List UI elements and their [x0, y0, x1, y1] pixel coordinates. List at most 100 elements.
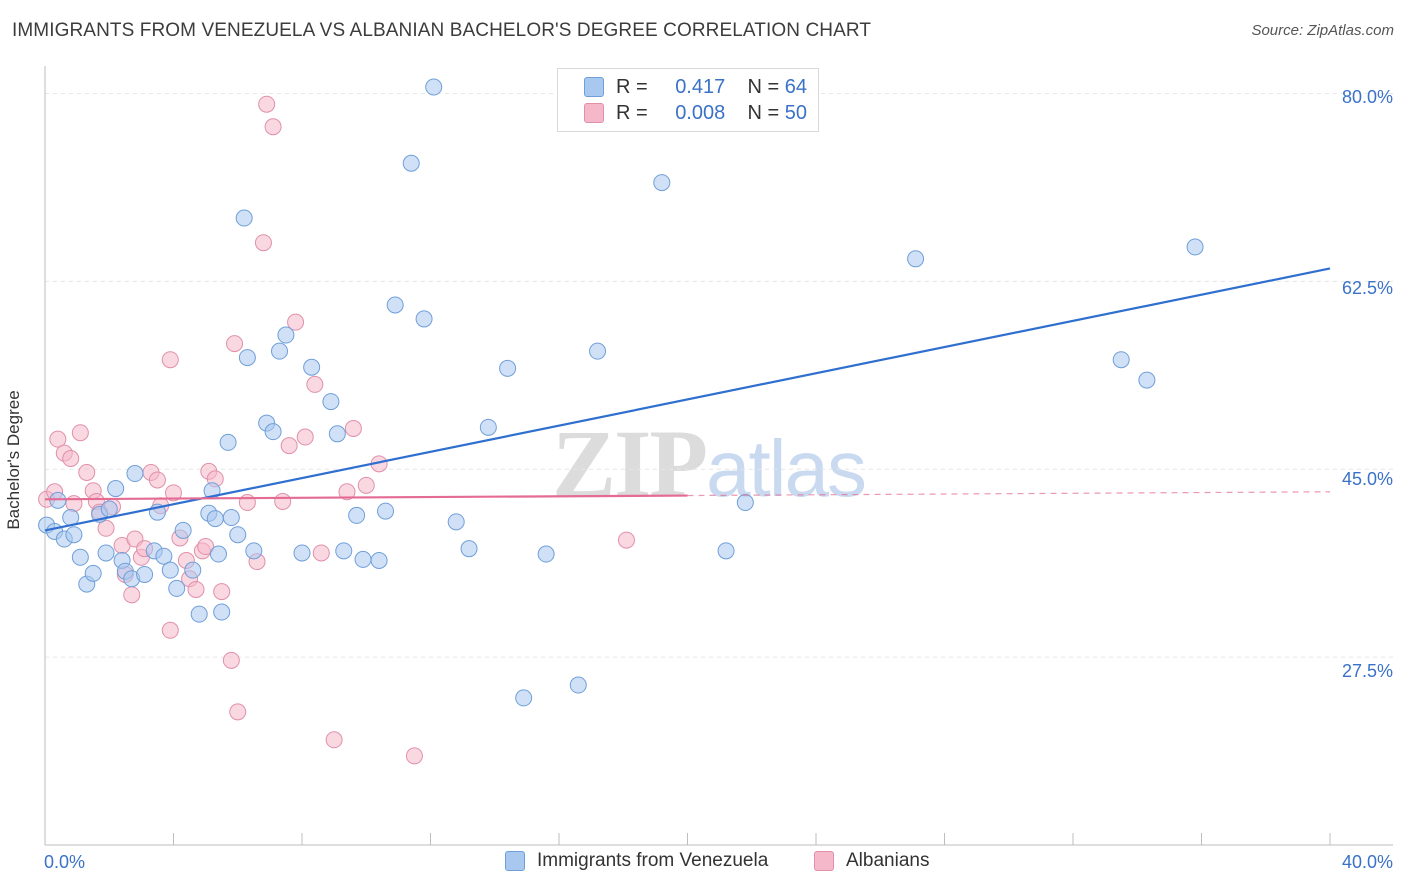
data-point	[226, 335, 244, 353]
x-tick-max: 40.0%	[1341, 852, 1393, 872]
data-point	[245, 542, 263, 560]
r-label: R =	[616, 101, 648, 124]
data-point	[322, 393, 340, 411]
data-point	[65, 526, 83, 544]
data-point	[174, 521, 192, 539]
venezuela-swatch	[584, 77, 604, 97]
data-point	[907, 250, 925, 268]
series-legend: Immigrants from Venezuela Albanians	[0, 850, 1406, 878]
data-point	[1112, 351, 1130, 369]
data-point	[325, 731, 343, 749]
data-point	[206, 510, 224, 528]
watermark-zip: ZIP	[552, 410, 708, 517]
albanians-legend-swatch	[814, 851, 834, 871]
data-point	[258, 95, 276, 113]
albanians-trend-line	[44, 494, 688, 501]
watermark-atlas: atlas	[706, 424, 867, 513]
data-point	[447, 513, 465, 531]
data-point	[71, 548, 89, 566]
data-point	[1138, 371, 1156, 389]
data-point	[62, 450, 80, 467]
y-tick-80: 80.0%	[1341, 87, 1393, 107]
data-point	[209, 545, 227, 563]
y-tick-27-5: 27.5%	[1341, 661, 1393, 681]
legend-item-venezuela[interactable]: Immigrants from Venezuela	[505, 850, 768, 872]
data-point	[219, 433, 237, 451]
data-point	[49, 491, 67, 509]
watermark: ZIPatlas	[552, 408, 867, 519]
data-point	[377, 502, 395, 520]
data-point	[264, 118, 282, 136]
data-point	[155, 547, 173, 565]
r-value: 0.417	[675, 75, 726, 98]
data-point	[348, 506, 366, 524]
legend-item-albanians[interactable]: Albanians	[814, 850, 929, 872]
data-point	[515, 689, 533, 707]
data-point	[386, 296, 404, 314]
source-label: Source: ZipAtlas.com	[1251, 22, 1394, 39]
n-value: 50	[784, 101, 807, 124]
stats-legend-row-albanians: R = 0.008 N = 50	[584, 100, 807, 126]
data-point	[277, 326, 295, 344]
data-point	[222, 651, 240, 669]
data-point	[589, 342, 607, 360]
data-point	[229, 526, 247, 544]
data-point	[405, 747, 423, 765]
data-point	[303, 358, 321, 376]
venezuela-trend-line	[44, 267, 1331, 532]
data-point	[136, 565, 154, 583]
data-point	[415, 310, 433, 328]
data-point	[84, 564, 102, 582]
data-point	[357, 476, 375, 494]
data-point	[213, 603, 231, 621]
chart-title: IMMIGRANTS FROM VENEZUELA VS ALBANIAN BA…	[12, 20, 872, 41]
data-point	[338, 483, 356, 501]
data-point	[65, 495, 83, 513]
data-point	[264, 423, 282, 441]
data-point	[460, 540, 478, 558]
albanians-trend-extension	[687, 491, 1331, 497]
data-point	[287, 313, 305, 331]
data-point	[100, 500, 118, 518]
data-point	[161, 561, 179, 579]
r-value: 0.008	[675, 101, 726, 124]
data-point	[238, 349, 256, 367]
data-point	[617, 531, 635, 549]
data-point	[736, 494, 754, 512]
n-label: N =	[747, 75, 780, 98]
data-point	[78, 463, 96, 481]
albanians-swatch	[584, 103, 604, 123]
data-point	[335, 542, 353, 560]
data-point	[229, 703, 247, 721]
data-point	[123, 586, 141, 604]
data-point	[653, 174, 671, 192]
data-point	[254, 234, 272, 252]
data-point	[1186, 238, 1204, 256]
data-point	[197, 538, 215, 556]
data-point	[71, 424, 89, 442]
data-point	[370, 551, 388, 569]
y-tick-62-5: 62.5%	[1341, 278, 1393, 298]
data-point	[499, 359, 517, 377]
stats-legend: R = 0.417 N = 64 R = 0.008 N = 50	[557, 68, 819, 132]
data-point	[280, 437, 298, 455]
n-value: 64	[784, 75, 807, 98]
legend-label: Immigrants from Venezuela	[537, 850, 769, 871]
data-point	[235, 209, 253, 227]
data-point	[344, 419, 362, 437]
data-point	[165, 484, 182, 502]
data-point	[402, 154, 420, 172]
data-point	[238, 494, 256, 512]
data-point	[49, 430, 67, 448]
data-point	[126, 465, 144, 483]
data-point	[293, 544, 311, 562]
data-point	[161, 621, 179, 639]
data-point	[274, 492, 292, 510]
data-point	[107, 480, 125, 498]
data-point	[569, 676, 587, 694]
x-tick-min: 0.0%	[44, 852, 86, 872]
data-point	[161, 351, 179, 369]
data-point	[97, 519, 115, 537]
data-point	[168, 579, 186, 597]
